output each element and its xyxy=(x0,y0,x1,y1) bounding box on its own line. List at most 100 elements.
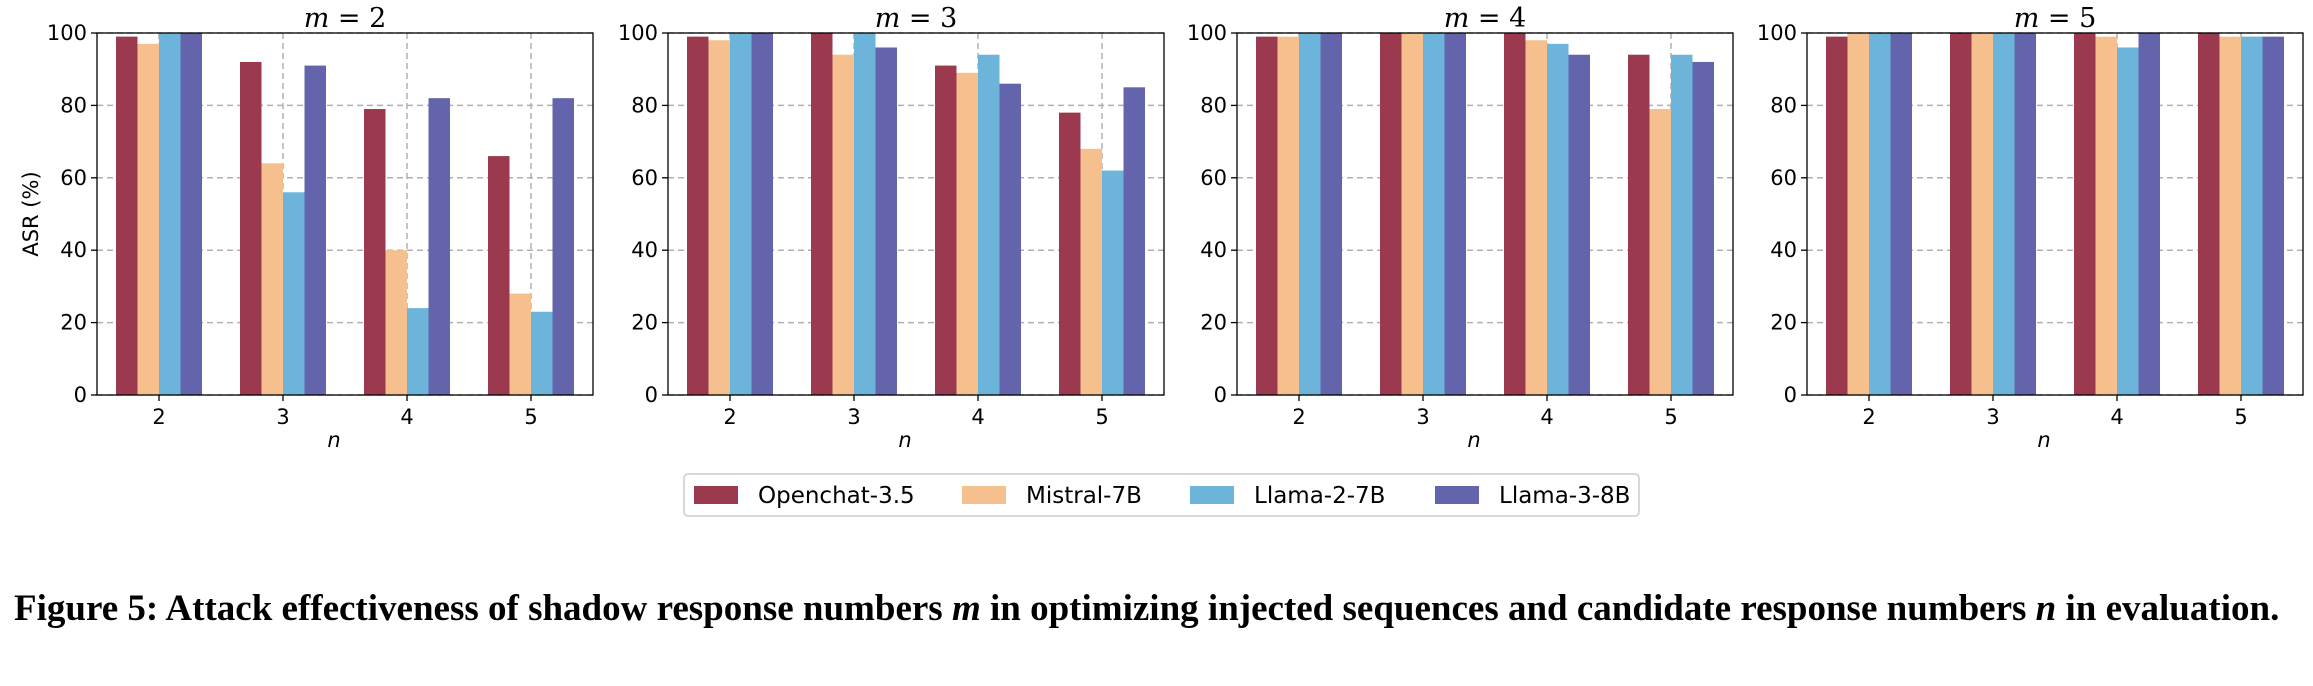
bar-mistral-7b-n3 xyxy=(832,54,854,395)
bar-llama-3-8b-n2 xyxy=(180,33,202,395)
legend-swatch xyxy=(962,486,1006,504)
bar-llama-2-7b-n2 xyxy=(730,33,752,395)
chart-title: m = 4 xyxy=(1444,3,1527,34)
caption-middle: in optimizing injected sequences and can… xyxy=(980,588,2036,629)
chart-title: m = 3 xyxy=(875,3,958,34)
y-tick-label: 100 xyxy=(618,21,658,45)
x-tick-label: 2 xyxy=(1862,405,1875,429)
caption-m-var: m xyxy=(951,588,981,629)
bar-openchat-3.5-n5 xyxy=(1059,112,1081,395)
bar-llama-2-7b-n4 xyxy=(2117,47,2139,395)
bar-openchat-3.5-n2 xyxy=(1826,36,1848,396)
bar-llama-3-8b-n3 xyxy=(2014,33,2036,395)
bar-openchat-3.5-n3 xyxy=(811,33,833,395)
x-tick-label: 3 xyxy=(1986,405,1999,429)
bar-llama-2-7b-n3 xyxy=(1423,33,1445,395)
bar-llama-2-7b-n4 xyxy=(978,54,1000,395)
bar-openchat-3.5-n2 xyxy=(1256,36,1278,396)
x-tick-label: 3 xyxy=(847,405,860,429)
y-tick-label: 60 xyxy=(631,166,658,190)
bar-openchat-3.5-n5 xyxy=(2198,33,2220,395)
bar-llama-3-8b-n2 xyxy=(1890,33,1912,395)
bar-llama-2-7b-n5 xyxy=(1102,170,1124,395)
legend-swatch xyxy=(694,486,738,504)
chart-title: m = 2 xyxy=(304,3,387,34)
y-tick-label: 100 xyxy=(1187,21,1227,45)
legend-swatch xyxy=(1190,486,1234,504)
y-tick-label: 100 xyxy=(1757,21,1797,45)
bar-mistral-7b-n5 xyxy=(509,293,531,395)
bar-openchat-3.5-n4 xyxy=(364,109,386,396)
y-tick-label: 40 xyxy=(1770,238,1797,262)
bar-openchat-3.5-n4 xyxy=(2074,33,2096,395)
x-tick-label: 4 xyxy=(1540,405,1553,429)
bar-llama-3-8b-n2 xyxy=(751,33,773,395)
caption-suffix: in evaluation. xyxy=(2056,588,2280,629)
legend-label: Llama-2-7B xyxy=(1254,483,1385,509)
plot-frame xyxy=(667,32,1165,396)
bar-llama-3-8b-n5 xyxy=(552,98,574,395)
bar-llama-2-7b-n5 xyxy=(1671,54,1693,395)
bar-mistral-7b-n4 xyxy=(1525,40,1547,396)
legend-item-openchat: Openchat-3.5 xyxy=(694,483,915,509)
legend-label: Openchat-3.5 xyxy=(758,483,915,509)
legend-swatch xyxy=(1435,486,1479,504)
x-tick-label: 2 xyxy=(152,405,165,429)
bar-llama-2-7b-n4 xyxy=(407,308,429,395)
bar-openchat-3.5-n3 xyxy=(1380,33,1402,395)
legend-label: Llama-3-8B xyxy=(1499,483,1630,509)
x-tick-label: 3 xyxy=(1416,405,1429,429)
y-tick-label: 20 xyxy=(631,311,658,335)
bar-llama-3-8b-n5 xyxy=(2262,36,2284,396)
x-tick-label: 5 xyxy=(2234,405,2247,429)
y-tick-label: 60 xyxy=(60,166,87,190)
bar-mistral-7b-n2 xyxy=(708,40,730,396)
caption-prefix: Figure 5: Attack effectiveness of shadow… xyxy=(14,588,952,629)
bar-openchat-3.5-n3 xyxy=(1950,33,1972,395)
x-axis-label: n xyxy=(2037,428,2050,452)
bar-mistral-7b-n2 xyxy=(1277,36,1299,396)
plot-frame xyxy=(96,32,594,396)
chart-panel-m2: 0 20 40 60 80 100 2 3 4 5 n ASR (%) m = 2 xyxy=(19,3,594,452)
bar-mistral-7b-n5 xyxy=(1080,148,1102,395)
bar-llama-2-7b-n5 xyxy=(2241,36,2263,396)
x-axis-label: n xyxy=(1467,428,1480,452)
bar-llama-2-7b-n2 xyxy=(1869,33,1891,395)
bar-llama-3-8b-n4 xyxy=(999,83,1021,396)
bar-mistral-7b-n3 xyxy=(1401,33,1423,395)
bar-openchat-3.5-n4 xyxy=(935,65,957,395)
x-tick-label: 5 xyxy=(1664,405,1677,429)
y-tick-label: 0 xyxy=(645,383,658,407)
bar-llama-3-8b-n4 xyxy=(1568,54,1590,395)
bar-llama-3-8b-n4 xyxy=(2138,33,2160,395)
y-tick-label: 80 xyxy=(1770,93,1797,117)
y-tick-label: 80 xyxy=(60,93,87,117)
y-tick-label: 0 xyxy=(1784,383,1797,407)
legend-label: Mistral-7B xyxy=(1026,483,1142,509)
bar-openchat-3.5-n2 xyxy=(116,36,138,396)
bar-llama-2-7b-n2 xyxy=(159,33,181,395)
bar-mistral-7b-n4 xyxy=(956,72,978,395)
bar-openchat-3.5-n4 xyxy=(1504,33,1526,395)
bar-llama-3-8b-n2 xyxy=(1320,33,1342,395)
y-tick-label: 60 xyxy=(1770,166,1797,190)
x-tick-label: 2 xyxy=(1292,405,1305,429)
y-tick-label: 0 xyxy=(74,383,87,407)
chart-panel-m4: 0 20 40 60 80 100 2 3 4 5 n m = 4 xyxy=(1187,3,1734,452)
legend-item-llama2: Llama-2-7B xyxy=(1190,483,1385,509)
bar-mistral-7b-n4 xyxy=(2095,36,2117,396)
plot-frame xyxy=(1236,32,1734,396)
x-tick-label: 4 xyxy=(971,405,984,429)
legend-frame xyxy=(683,473,1640,517)
bar-llama-3-8b-n3 xyxy=(875,47,897,395)
figure-caption: Figure 5: Attack effectiveness of shadow… xyxy=(14,584,2304,634)
bar-llama-2-7b-n3 xyxy=(1993,33,2015,395)
x-tick-label: 4 xyxy=(2110,405,2123,429)
chart-panel-m3: 0 20 40 60 80 100 2 3 4 5 n m = 3 xyxy=(618,3,1165,452)
bar-mistral-7b-n4 xyxy=(385,250,407,395)
bar-mistral-7b-n3 xyxy=(1971,33,1993,395)
x-tick-label: 5 xyxy=(524,405,537,429)
bar-llama-2-7b-n3 xyxy=(854,33,876,395)
bar-mistral-7b-n5 xyxy=(2219,36,2241,396)
